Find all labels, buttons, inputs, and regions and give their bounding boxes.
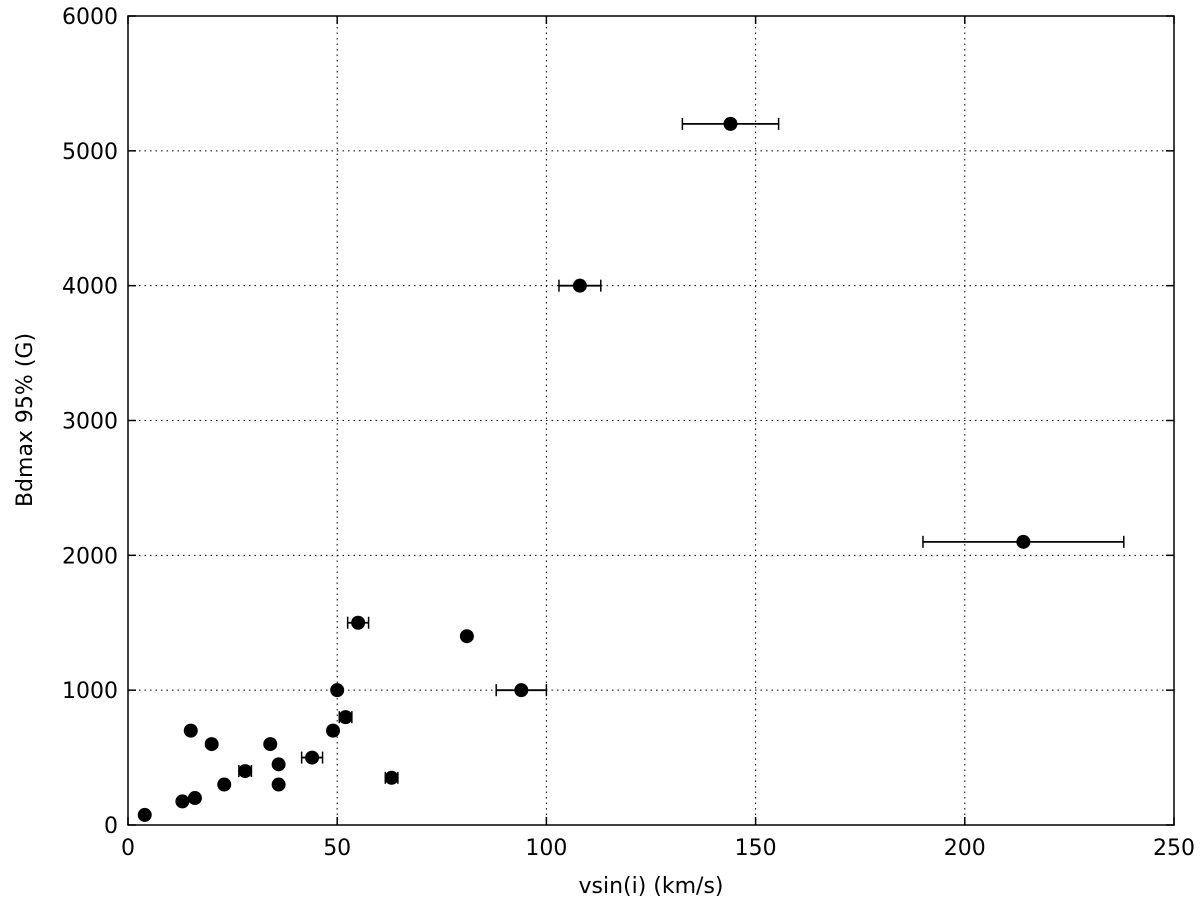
y-tick-labels: 0 1000 2000 3000 4000 5000 6000 <box>62 5 118 839</box>
data-point <box>204 737 219 752</box>
x-tick-label: 100 <box>525 836 567 861</box>
data-point <box>183 723 198 738</box>
data-point <box>723 116 738 131</box>
data-point <box>326 723 341 738</box>
x-axis-title: vsin(i) (km/s) <box>578 874 723 899</box>
y-tick-label: 5000 <box>62 140 118 165</box>
data-point <box>187 791 202 806</box>
y-tick-label: 6000 <box>62 5 118 30</box>
data-point <box>459 629 474 644</box>
data-point <box>137 807 152 822</box>
y-tick-label: 3000 <box>62 410 118 435</box>
y-tick-label: 4000 <box>62 275 118 300</box>
data-point <box>263 737 278 752</box>
data-point <box>1016 534 1031 549</box>
x-tick-label: 150 <box>735 836 777 861</box>
y-tick-label: 1000 <box>62 679 118 704</box>
y-tick-label: 2000 <box>62 544 118 569</box>
x-tick-label: 50 <box>323 836 351 861</box>
data-point <box>271 777 286 792</box>
data-point <box>238 764 253 779</box>
data-point <box>175 794 190 809</box>
plot-frame <box>127 15 1175 826</box>
data-point <box>514 683 529 698</box>
x-tick-labels: 0 50 100 150 200 250 <box>121 836 1195 861</box>
error-bars <box>238 117 1125 784</box>
data-point <box>217 777 232 792</box>
y-axis-title: Bdmax 95% (G) <box>13 333 38 507</box>
data-point <box>271 757 286 772</box>
data-point <box>351 615 366 630</box>
data-point <box>572 278 587 293</box>
x-tick-label: 250 <box>1153 836 1195 861</box>
data-point <box>330 683 345 698</box>
data-point <box>384 770 399 785</box>
x-tick-label: 200 <box>944 836 986 861</box>
data-point <box>305 750 320 765</box>
grid <box>128 16 1174 825</box>
x-tick-label: 0 <box>121 836 135 861</box>
data-point <box>338 710 353 725</box>
data-points <box>137 116 1031 822</box>
y-tick-label: 0 <box>104 814 118 839</box>
